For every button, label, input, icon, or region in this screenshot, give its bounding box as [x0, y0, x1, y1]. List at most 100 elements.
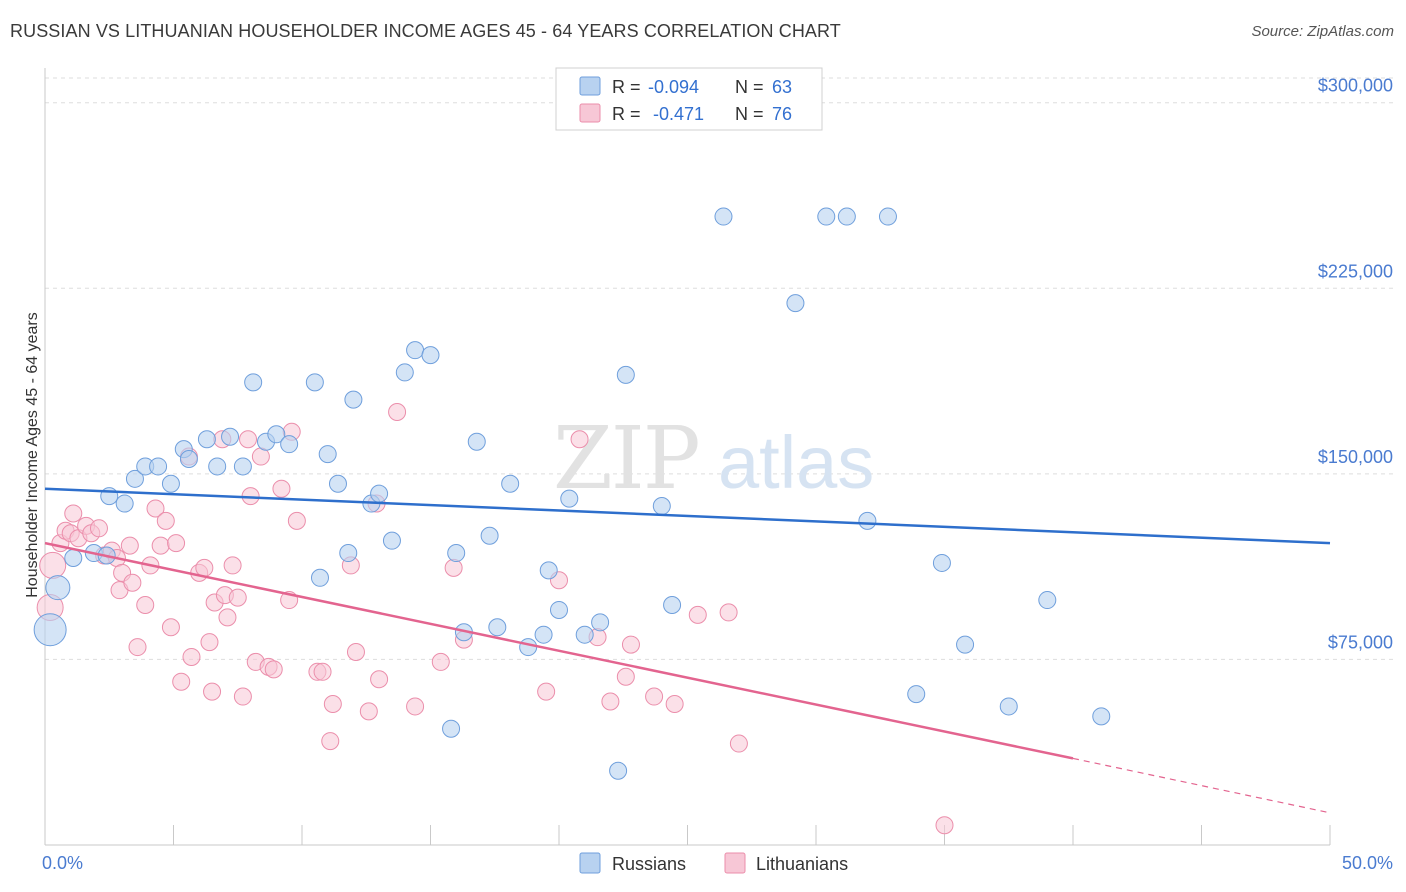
russians-point — [550, 600, 568, 619]
legend-r-label: R = — [612, 77, 641, 97]
legend-r-label: R = — [612, 104, 641, 124]
russians-point — [267, 425, 286, 444]
russians-point — [179, 450, 198, 469]
lithuanians-point — [172, 672, 191, 691]
lithuanians-point — [406, 697, 425, 716]
lithuanians-point — [601, 692, 620, 711]
lithuanians-point — [200, 633, 219, 652]
legend-lithuanians-swatch — [579, 103, 601, 123]
russians-point — [305, 373, 324, 392]
lithuanians-trend-line — [44, 541, 1074, 760]
russians-point — [197, 430, 216, 449]
russians-point — [609, 761, 628, 780]
lithuanians-point — [195, 558, 214, 577]
lithuanians-point — [239, 430, 258, 449]
russians-point — [488, 618, 507, 637]
lithuanians-point — [233, 687, 252, 706]
russians-point — [344, 390, 363, 409]
lithuanians-point — [156, 511, 175, 530]
russians-point — [956, 635, 975, 654]
lithuanians-point — [128, 638, 147, 657]
russians-point — [382, 531, 401, 550]
russians-point — [501, 474, 520, 493]
watermark-zip: ZIP — [553, 409, 699, 509]
legend-n-value: 76 — [772, 104, 792, 124]
lithuanians-point — [444, 558, 463, 577]
russians-point — [45, 575, 71, 601]
bottom-legend-lithuanians: Lithuanians — [756, 854, 848, 874]
lithuanians-point — [570, 430, 589, 449]
russians-point — [534, 625, 553, 644]
lithuanians-point — [616, 667, 635, 686]
lithuanians-point — [151, 536, 170, 555]
lithuanians-point — [313, 662, 332, 681]
russians-point — [837, 207, 856, 226]
lithuanians-point — [719, 603, 738, 622]
lithuanians-point — [203, 682, 222, 701]
x-tick-label: 0.0% — [42, 853, 83, 873]
axes — [44, 68, 1331, 846]
bottom-legend-russians-swatch — [579, 852, 601, 874]
russians-point — [318, 445, 337, 464]
bottom-legend: Russians Lithuanians — [579, 852, 848, 874]
russians-point — [406, 341, 425, 360]
lithuanians-point — [388, 403, 407, 422]
lithuanians-point — [120, 536, 139, 555]
russians-point — [878, 207, 897, 226]
russians-point — [125, 469, 144, 488]
russians-point — [149, 457, 168, 476]
bottom-legend-lithuanians-swatch — [724, 852, 746, 874]
x-tick-label: 50.0% — [1342, 853, 1393, 873]
russians-point — [370, 484, 389, 503]
lithuanians-point — [346, 643, 365, 662]
y-tick-label: $150,000 — [1318, 447, 1393, 467]
legend-r-value: -0.471 — [653, 104, 704, 124]
russians-point — [480, 526, 499, 545]
lithuanians-trend-extension — [1072, 757, 1331, 814]
legend-n-value: 63 — [772, 77, 792, 97]
russians-point — [907, 685, 926, 704]
legend-n-label: N = — [735, 104, 764, 124]
tick-labels: $75,000 $150,000 $225,000 $300,000 0.0% 50.0% — [42, 76, 1393, 873]
russians-point — [421, 346, 440, 365]
russians-point — [591, 613, 610, 632]
russians-point — [233, 457, 252, 476]
russians-point — [244, 373, 263, 392]
trend-lines — [44, 487, 1331, 814]
russians-point — [1092, 707, 1111, 726]
y-axis-label: Householder Income Ages 45 - 64 years — [24, 312, 41, 598]
russians-point — [64, 548, 83, 567]
russians-point — [663, 596, 682, 615]
lithuanians-point — [321, 732, 340, 751]
russians-point — [208, 457, 227, 476]
russians-point — [221, 427, 240, 446]
russians-point — [310, 568, 329, 587]
lithuanians-point — [161, 618, 180, 637]
lithuanians-point — [431, 652, 450, 671]
russians-point — [339, 544, 358, 563]
russians-point — [395, 363, 414, 382]
lithuanians-point — [370, 670, 389, 689]
legend-n-label: N = — [735, 77, 764, 97]
lithuanians-point — [223, 556, 242, 575]
y-tick-label: $75,000 — [1328, 632, 1393, 652]
lithuanians-point — [537, 682, 556, 701]
lithuanians-point — [935, 816, 954, 835]
lithuanians-point — [64, 504, 83, 523]
chart-title: RUSSIAN VS LITHUANIAN HOUSEHOLDER INCOME… — [10, 21, 841, 41]
russians-point — [786, 294, 805, 313]
russians-point — [115, 494, 134, 513]
russians-point — [539, 561, 558, 580]
russians-point — [560, 489, 579, 508]
lithuanians-point — [218, 608, 237, 627]
russians-point — [817, 207, 836, 226]
lithuanians-point — [228, 588, 247, 607]
russians-point — [467, 432, 486, 451]
lithuanians-point — [272, 479, 291, 498]
lithuanians-point — [287, 511, 306, 530]
russians-point — [575, 625, 594, 644]
legend-r-value: -0.094 — [648, 77, 699, 97]
watermark-atlas: atlas — [718, 421, 874, 504]
lithuanians-point — [645, 687, 664, 706]
grid-lines — [45, 77, 1393, 660]
